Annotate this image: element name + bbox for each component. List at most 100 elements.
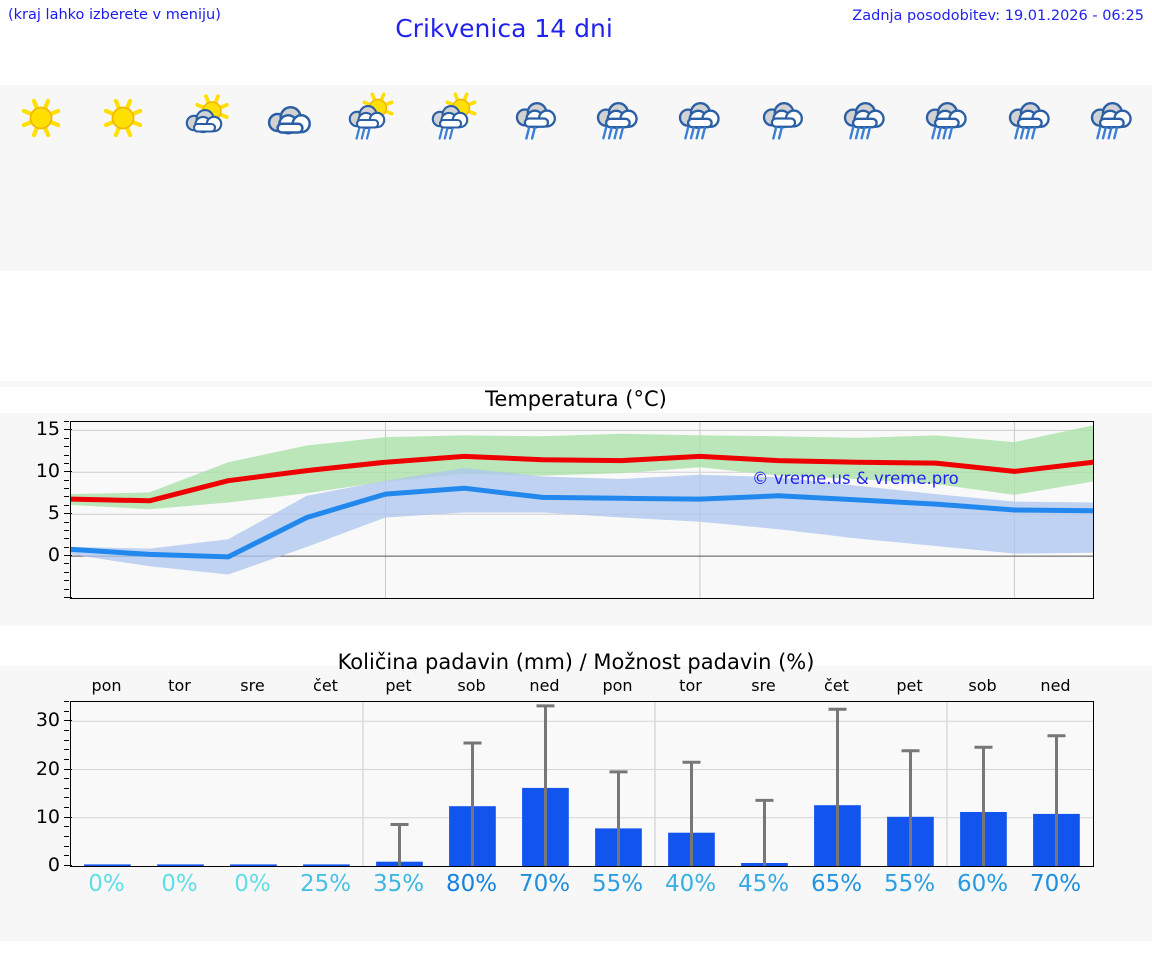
temperature-y-axis-tick: [64, 597, 72, 598]
temperature-y-axis-tick: [64, 563, 69, 565]
temperature-chart-panel: Temperatura (°C) © vreme.us & vreme.pro …: [0, 381, 1152, 626]
sun-icon: [93, 91, 153, 147]
precipitation-y-axis-tick: [64, 787, 69, 789]
watermark-text: © vreme.us & vreme.pro: [752, 469, 959, 488]
temperature-y-axis-tick: [64, 421, 69, 422]
precipitation-day-label: sob: [968, 676, 997, 695]
temperature-y-axis-label: 15: [35, 418, 60, 441]
temperature-y-axis-tick: [64, 513, 72, 515]
precipitation-probability-label: 55%: [883, 871, 936, 897]
precipitation-y-axis-tick: [64, 836, 69, 838]
day-column[interactable]: [658, 85, 740, 271]
precipitation-probability-label: 40%: [664, 871, 717, 897]
day-column[interactable]: [165, 85, 247, 271]
precipitation-day-label: sob: [457, 676, 486, 695]
temperature-y-axis-tick: [64, 555, 72, 557]
top-bar: (kraj lahko izberete v meniju) Crikvenic…: [0, 0, 1152, 84]
precipitation-probability-label: 35%: [372, 871, 425, 897]
precipitation-y-axis-tick: [64, 807, 69, 809]
day-column[interactable]: [576, 85, 658, 271]
temperature-y-axis-tick: [64, 504, 69, 506]
precipitation-probability-label: 0%: [234, 871, 271, 897]
precipitation-probability-label: 60%: [956, 871, 1009, 897]
precipitation-chart-panel: Količina padavin (mm) / Možnost padavin …: [0, 650, 1152, 941]
precipitation-probability-label: 55%: [591, 871, 644, 897]
day-column[interactable]: [0, 85, 82, 271]
temperature-y-axis-label: 0: [47, 544, 60, 567]
temperature-plot-area: [70, 421, 1094, 599]
cloud-rain-light-icon: [505, 91, 565, 147]
precipitation-day-label: ned: [529, 676, 560, 695]
day-column[interactable]: [411, 85, 493, 271]
precipitation-plot-area: [70, 701, 1094, 867]
precipitation-day-label: tor: [679, 676, 702, 695]
cloud-icon: [258, 91, 318, 147]
temperature-y-axis-tick: [64, 454, 69, 456]
temperature-y-axis-tick: [64, 521, 69, 523]
precipitation-day-label: čet: [313, 676, 338, 695]
temperature-y-axis-tick: [64, 488, 69, 490]
last-updated-text: Zadnja posodobitev: 19.01.2026 - 06:25: [852, 8, 1144, 24]
day-column[interactable]: [494, 85, 576, 271]
precipitation-y-axis-tick: [64, 797, 69, 799]
precipitation-day-label: sre: [751, 676, 776, 695]
daily-forecast-strip: [0, 85, 1152, 271]
cloud-rain-icon: [999, 91, 1059, 147]
temperature-y-axis-label: 10: [35, 460, 60, 483]
temperature-y-axis-tick: [64, 446, 69, 448]
day-column[interactable]: [329, 85, 411, 271]
precipitation-probability-label: 25%: [299, 871, 352, 897]
day-column[interactable]: [247, 85, 329, 271]
precipitation-y-axis-tick: [64, 749, 69, 751]
precipitation-y-axis-tick: [64, 768, 72, 770]
precipitation-probability-label: 0%: [161, 871, 198, 897]
precipitation-probability-label: 70%: [1029, 871, 1082, 897]
precipitation-y-axis-tick: [64, 701, 69, 702]
precipitation-y-axis-tick: [64, 778, 69, 780]
precipitation-day-label: pon: [91, 676, 122, 695]
precipitation-day-label: sre: [240, 676, 265, 695]
precipitation-probability-label: 45%: [737, 871, 790, 897]
precipitation-day-label: tor: [168, 676, 191, 695]
temperature-y-axis-tick: [64, 580, 69, 582]
precipitation-day-label: čet: [824, 676, 849, 695]
day-column[interactable]: [82, 85, 164, 271]
precipitation-y-axis-label: 0: [47, 854, 60, 876]
temperature-y-axis-tick: [64, 496, 69, 498]
precipitation-y-axis-tick: [64, 729, 69, 731]
precipitation-y-axis-label: 30: [35, 709, 60, 732]
precipitation-day-label: pet: [385, 676, 412, 695]
temperature-y-axis-tick: [64, 588, 69, 590]
cloud-rain-icon: [916, 91, 976, 147]
sun-cloud-rain-icon: [340, 91, 400, 147]
cloud-rain-light-icon: [752, 91, 812, 147]
precipitation-y-axis-tick: [64, 826, 69, 828]
precipitation-day-label: ned: [1040, 676, 1071, 695]
temperature-y-axis-tick: [64, 546, 69, 548]
day-column[interactable]: [741, 85, 823, 271]
temperature-y-axis-tick: [64, 529, 69, 531]
sun-icon: [11, 91, 71, 147]
precipitation-y-axis-tick: [64, 710, 69, 712]
temperature-y-axis-tick: [64, 462, 69, 464]
temperature-y-axis-tick: [64, 538, 69, 540]
day-column[interactable]: [987, 85, 1069, 271]
sun-cloud-rain-icon: [423, 91, 483, 147]
day-column[interactable]: [1070, 85, 1152, 271]
page-title: Crikvenica 14 dni: [395, 14, 613, 43]
precipitation-probability-label: 65%: [810, 871, 863, 897]
precipitation-y-axis-tick: [64, 855, 69, 857]
precipitation-y-axis-label: 20: [35, 757, 60, 780]
day-column[interactable]: [823, 85, 905, 271]
precipitation-day-label: pet: [896, 676, 923, 695]
precipitation-probability-label: 80%: [445, 871, 498, 897]
precipitation-y-axis-tick: [64, 816, 72, 818]
cloud-rain-icon: [834, 91, 894, 147]
day-column[interactable]: [905, 85, 987, 271]
precipitation-day-label: pon: [602, 676, 633, 695]
sun-cloud-icon: [176, 91, 236, 147]
temperature-y-axis-label: 5: [47, 502, 60, 525]
temperature-y-axis-tick: [64, 571, 69, 573]
temperature-chart-title: Temperatura (°C): [0, 387, 1152, 413]
temperature-y-axis-tick: [64, 471, 72, 473]
